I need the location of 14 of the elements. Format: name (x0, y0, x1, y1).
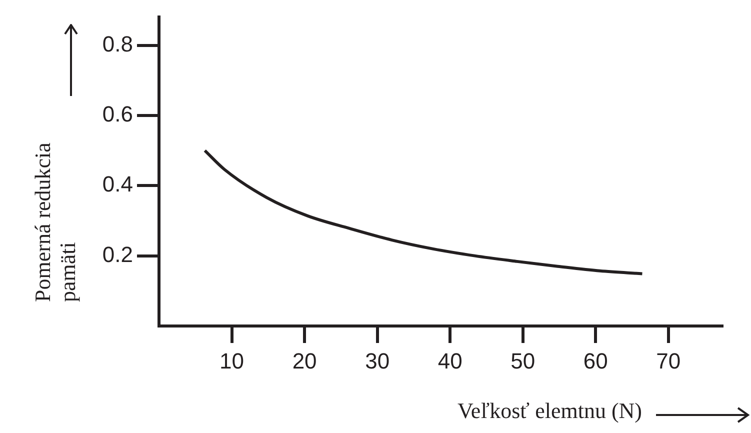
x-tick-label: 10 (220, 348, 244, 374)
y-tick-label: 0.4 (102, 172, 133, 197)
y-tick-label: 0.8 (102, 31, 133, 56)
x-tick-label: 70 (656, 348, 681, 374)
line-series (203, 149, 644, 276)
x-tick-label: 60 (583, 348, 608, 374)
y-tick-label: 0.6 (102, 102, 133, 127)
x-tick-label: 20 (292, 348, 317, 374)
x-tick-label: 30 (365, 348, 390, 374)
x-axis-title: Veľkosť elemtnu (N) (456, 398, 642, 424)
y-tick-label: 0.2 (102, 242, 133, 267)
x-tick-label: 40 (438, 348, 462, 374)
y-axis-title: Pomerná redukcia pamäti (30, 142, 80, 302)
x-tick-label: 50 (510, 348, 536, 374)
